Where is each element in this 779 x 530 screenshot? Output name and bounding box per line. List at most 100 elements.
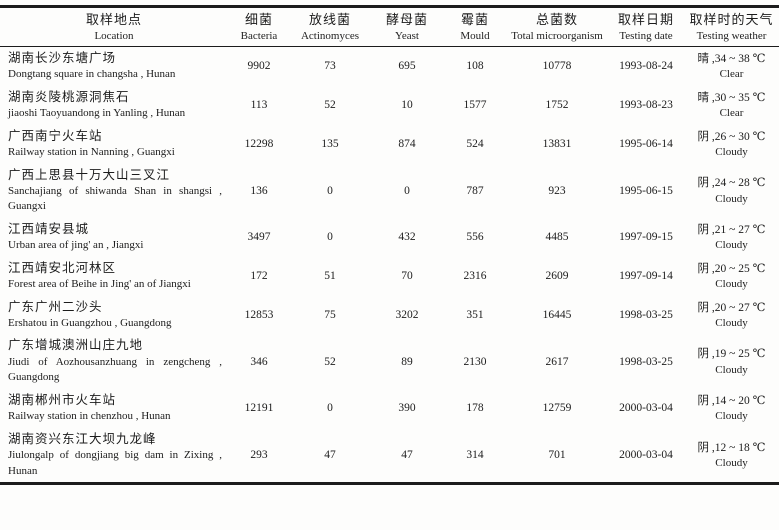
mould-value: 524 (466, 138, 484, 151)
location-name-zh: 江西靖安县城 (8, 221, 90, 236)
location-cell: 江西靖安北河林区 Forest area of Beihe in Jing' a… (0, 257, 228, 296)
location-name-zh: 湖南炎陵桃源洞焦石 (8, 89, 130, 104)
yeast-value: 695 (398, 60, 416, 73)
location-name-en: Sanchajiang of shiwanda Shan in shangsi … (8, 185, 222, 213)
date-value: 1997-09-14 (619, 270, 673, 283)
weather-cell: 阴 ,24 ~ 28 ℃ Cloudy (684, 164, 779, 218)
date-value: 1995-06-14 (619, 138, 673, 151)
location-name-zh: 江西靖安北河林区 (8, 260, 117, 275)
bacteria-value: 113 (250, 99, 268, 112)
table-row: 湖南炎陵桃源洞焦石 jiaoshi Taoyuandong in Yanling… (0, 86, 779, 125)
location-cell: 湖南郴州市火车站 Railway station in chenzhou , H… (0, 389, 228, 428)
actinomyces-value: 52 (324, 99, 336, 112)
bacteria-value: 136 (250, 184, 268, 197)
table-row: 江西靖安县城 Urban area of jing' an , Jiangxi … (0, 218, 779, 257)
col-header-yeast-zh: 酵母菌 (385, 12, 428, 27)
location-cell: 湖南资兴东江大坝九龙峰 Jiulongalp of dongjiang big … (0, 428, 228, 484)
col-header-location: 取样地点 Location (0, 7, 228, 47)
weather-en: Cloudy (715, 316, 748, 329)
weather-zh: 阴 ,20 ~ 25 ℃ (697, 262, 766, 275)
location-name-zh: 湖南长沙东塘广场 (8, 50, 117, 65)
col-header-mould-zh: 霉菌 (460, 12, 489, 27)
location-name-en: Ershatou in Guangzhou , Guangdong (8, 317, 172, 330)
weather-en: Cloudy (715, 456, 748, 469)
weather-en: Cloudy (715, 363, 748, 376)
table-row: 湖南长沙东塘广场 Dongtang square in changsha , H… (0, 46, 779, 85)
bacteria-value: 9902 (247, 60, 271, 73)
col-header-total: 总菌数 Total microorganism (506, 7, 608, 47)
bacteria-value: 346 (250, 355, 268, 368)
weather-zh: 阴 ,14 ~ 20 ℃ (697, 395, 766, 407)
bacteria-value: 12191 (244, 402, 274, 415)
location-name-en: Railway station in Nanning , Guangxi (8, 146, 175, 159)
header-row: 取样地点 Location 细菌 Bacteria 放线菌 Actinomyce… (0, 7, 779, 47)
weather-zh: 阴 ,12 ~ 18 ℃ (697, 441, 766, 454)
date-value: 1997-09-15 (619, 231, 673, 244)
actinomyces-value: 75 (324, 309, 336, 322)
col-header-location-zh: 取样地点 (85, 12, 142, 27)
col-header-weather: 取样时的天气 Testing weather (684, 7, 779, 47)
yeast-value: 390 (398, 402, 416, 415)
col-header-date-zh: 取样日期 (617, 12, 674, 27)
actinomyces-value: 52 (324, 355, 336, 368)
total-value: 12759 (542, 402, 572, 415)
mould-value: 2130 (463, 355, 487, 368)
yeast-value: 89 (401, 355, 413, 368)
mould-value: 1577 (463, 99, 487, 112)
weather-zh: 阴 ,21 ~ 27 ℃ (697, 224, 766, 237)
yeast-value: 10 (401, 99, 413, 112)
mould-value: 108 (466, 60, 484, 73)
bacteria-value: 172 (250, 270, 268, 283)
actinomyces-value: 135 (321, 138, 339, 151)
col-header-weather-zh: 取样时的天气 (689, 12, 774, 27)
location-name-zh: 广东增城澳洲山庄九地 (8, 338, 144, 353)
weather-cell: 晴 ,30 ~ 35 ℃ Clear (684, 86, 779, 125)
mould-value: 2316 (463, 270, 487, 283)
location-cell: 广西上思县十万大山三叉江 Sanchajiang of shiwanda Sha… (0, 164, 228, 218)
bacteria-value: 293 (250, 448, 268, 461)
total-value: 16445 (542, 309, 572, 322)
weather-cell: 阴 ,14 ~ 20 ℃ Cloudy (684, 389, 779, 428)
location-name-zh: 广西南宁火车站 (8, 128, 103, 143)
col-header-actinomyces: 放线菌 Actinomyces (290, 7, 370, 47)
mould-value: 178 (466, 402, 484, 415)
actinomyces-value: 0 (327, 231, 333, 244)
table-row: 广东增城澳洲山庄九地 Jiudi of Aozhousanzhuang in z… (0, 334, 779, 388)
location-name-en: Railway station in chenzhou , Hunan (8, 410, 171, 423)
table-row: 湖南郴州市火车站 Railway station in chenzhou , H… (0, 389, 779, 428)
location-name-en: Jiudi of Aozhousanzhuang in zengcheng , … (8, 355, 222, 384)
date-value: 2000-03-04 (619, 448, 673, 461)
col-header-date-en: Testing date (619, 29, 673, 42)
location-name-en: Forest area of Beihe in Jing' an of Jian… (8, 278, 191, 291)
location-cell: 广东增城澳洲山庄九地 Jiudi of Aozhousanzhuang in z… (0, 334, 228, 388)
location-cell: 广东广州二沙头 Ershatou in Guangzhou , Guangdon… (0, 296, 228, 335)
actinomyces-value: 51 (324, 270, 336, 283)
col-header-weather-en: Testing weather (696, 29, 767, 42)
date-value: 1998-03-25 (619, 309, 673, 322)
total-value: 4485 (545, 231, 569, 244)
col-header-location-en: Location (94, 29, 134, 42)
bacteria-value: 12853 (244, 309, 274, 322)
location-name-en: Dongtang square in changsha , Hunan (8, 68, 176, 81)
weather-en: Cloudy (715, 192, 748, 205)
weather-en: Clear (719, 68, 744, 81)
date-value: 1993-08-23 (619, 99, 673, 112)
yeast-value: 432 (398, 231, 416, 244)
yeast-value: 874 (398, 138, 416, 151)
weather-zh: 晴 ,30 ~ 35 ℃ (697, 91, 766, 104)
actinomyces-value: 73 (324, 60, 336, 73)
table-row: 广西南宁火车站 Railway station in Nanning , Gua… (0, 125, 779, 164)
weather-cell: 阴 ,19 ~ 25 ℃ Cloudy (684, 334, 779, 388)
location-cell: 湖南炎陵桃源洞焦石 jiaoshi Taoyuandong in Yanling… (0, 86, 228, 125)
col-header-date: 取样日期 Testing date (608, 7, 684, 47)
mould-value: 787 (466, 184, 484, 197)
date-value: 1995-06-15 (619, 184, 673, 197)
location-name-zh: 广西上思县十万大山三叉江 (8, 167, 171, 182)
location-cell: 广西南宁火车站 Railway station in Nanning , Gua… (0, 125, 228, 164)
total-value: 1752 (545, 99, 569, 112)
col-header-total-zh: 总菌数 (535, 12, 578, 27)
actinomyces-value: 0 (327, 402, 333, 415)
date-value: 2000-03-04 (619, 402, 673, 415)
weather-zh: 阴 ,24 ~ 28 ℃ (697, 177, 766, 190)
